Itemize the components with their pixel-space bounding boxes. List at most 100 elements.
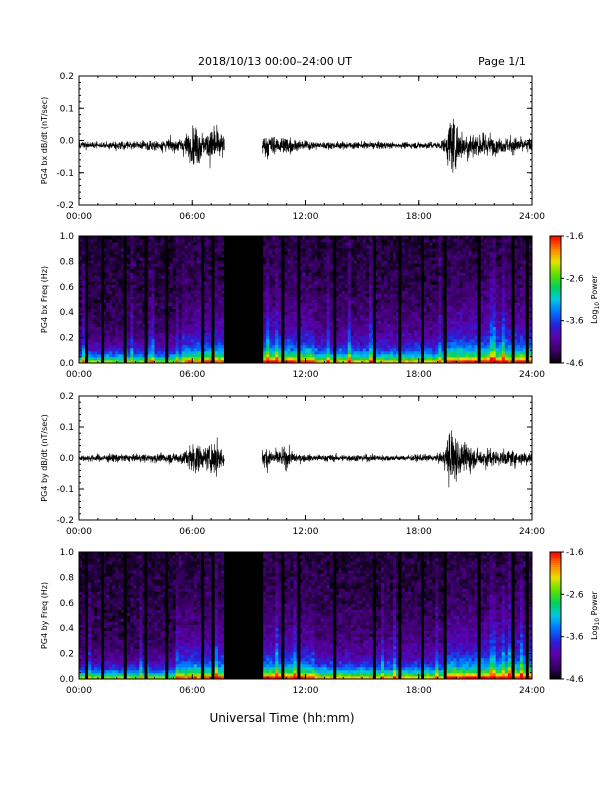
bx-spectrogram-cell [233,332,237,337]
bx-spectrogram-cell [181,320,186,325]
bx-spectrogram-cell [254,290,258,294]
bx-spectrogram-cell [308,236,312,240]
bx-spectrogram-cell [160,305,164,309]
bx-spectrogram-cell [353,344,358,349]
bx-spectrogram-cell [275,332,279,337]
bx-spectrogram-cell [302,341,306,346]
bx-spectrogram-cell [106,296,110,300]
bx-spectrogram-cell [115,245,119,249]
bx-spectrogram-cell [230,248,234,252]
bx-spectrogram-cell [154,290,158,294]
bx-spectrogram-cell [121,302,125,306]
bx-spectrogram-cell [384,236,388,240]
bx-spectrogram-cell [175,356,180,361]
bx-spectrogram-cell [109,248,113,252]
bx-spectrogram-cell [393,323,397,328]
bx-spectrogram-cell [220,341,225,346]
bx-spectrogram-cell [417,344,421,349]
bx-spectrogram-cell [178,356,183,361]
bx-spectrogram-cell [390,347,394,352]
bx-spectrogram-cell [172,242,177,246]
bx-spectrogram-cell [317,329,321,334]
bx-spectrogram-cell [323,275,328,279]
bx-spectrogram-cell [365,323,370,328]
bx-spectrogram-cell [121,359,125,364]
bx-spectrogram-cell [154,272,158,276]
bx-spectrogram-cell [217,248,222,252]
bx-spectrogram-cell [365,281,370,285]
bx-spectrogram-cell [260,359,264,364]
bx-spectrogram-cell [290,242,294,246]
bx-spectrogram-cell [127,281,131,285]
bx-spectrogram-cell [272,260,276,264]
bx-spectrogram-cell [127,305,131,309]
bx-spectrogram-cell [314,347,318,352]
bx-spectrogram-cell [384,260,388,264]
bx-spectrogram-cell [396,281,400,285]
bx-spectrogram-cell [181,293,186,297]
bx-spectrogram-cell [287,263,291,267]
bx-spectrogram-cell [299,284,303,288]
bx-spectrogram-cell [368,356,373,361]
bx-spectrogram-cell [263,356,267,361]
bx-spectrogram-cell [266,356,270,361]
bx-spectrogram-cell [329,314,334,319]
bx-spectrogram-cell [344,323,349,328]
bx-spectrogram-cell [390,269,394,273]
bx-spectrogram-cell [242,311,246,316]
bx-spectrogram-cell [121,329,125,334]
bx-spectrogram-cell [287,338,291,343]
bx-spectrogram-cell [426,287,430,291]
bx-spectrogram-cell [106,293,110,297]
bx-spectrogram-cell [287,335,291,340]
bx-spectrogram-cell [151,305,155,309]
bx-spectrogram-cell [266,353,270,358]
bx-spectrogram-cell [205,284,210,288]
bx-spectrogram-cell [365,326,370,331]
bx-spectrogram-cell [350,305,355,309]
bx-spectrogram-cell [233,353,237,358]
bx-spectrogram-cell [79,302,83,306]
bx-spectrogram-cell [220,320,225,325]
bx-spectrogram-cell [127,278,131,282]
bx-spectrogram-cell [384,281,388,285]
bx-spectrogram-cell [266,242,270,246]
bx-spectrogram-cell [196,245,201,249]
bx-spectrogram-cell [414,257,418,261]
bx-spectrogram-cell [133,332,137,337]
bx-spectrogram-cell [97,326,101,331]
bx-spectrogram-cell [329,356,334,361]
bx-spectrogram-cell [323,242,328,246]
bx-spectrogram-cell [230,356,234,361]
bx-spectrogram-cell [323,260,328,264]
bx-spectrogram-cell [314,254,318,258]
bx-spectrogram-cell [82,347,86,352]
bx-spectrogram-cell [208,242,213,246]
bx-spectrogram-cell [311,251,315,255]
bx-spectrogram-cell [417,302,421,306]
bx-spectrogram-cell [411,311,415,316]
bx-spectrogram-cell [248,356,252,361]
bx-spectrogram-cell [423,341,427,346]
bx-spectrogram-cell [208,266,213,270]
bx-spectrogram-cell [311,338,315,343]
bx-spectrogram-cell [414,275,418,279]
bx-spectrogram-cell [118,338,122,343]
bx-spectrogram-cell [106,290,110,294]
bx-spectrogram-cell [133,356,137,361]
bx-spectrogram-cell [411,236,415,240]
bx-spectrogram-cell [214,251,219,255]
bx-spectrogram-cell [223,359,228,364]
bx-spectrogram-cell [139,257,143,261]
bx-spectrogram-cell [226,344,231,349]
bx-spectrogram-cell [94,308,98,312]
bx-spectrogram-cell [263,332,267,337]
bx-spectrogram-cell [233,281,237,285]
bx-spectrogram-cell [103,269,107,273]
bx-spectrogram-cell [314,335,318,340]
bx-spectrogram-cell [91,260,95,264]
bx-spectrogram-cell [88,347,92,352]
bx-spectrogram-cell [411,257,415,261]
bx-spectrogram-cell [88,332,92,337]
bx-spectrogram-cell [323,263,328,267]
